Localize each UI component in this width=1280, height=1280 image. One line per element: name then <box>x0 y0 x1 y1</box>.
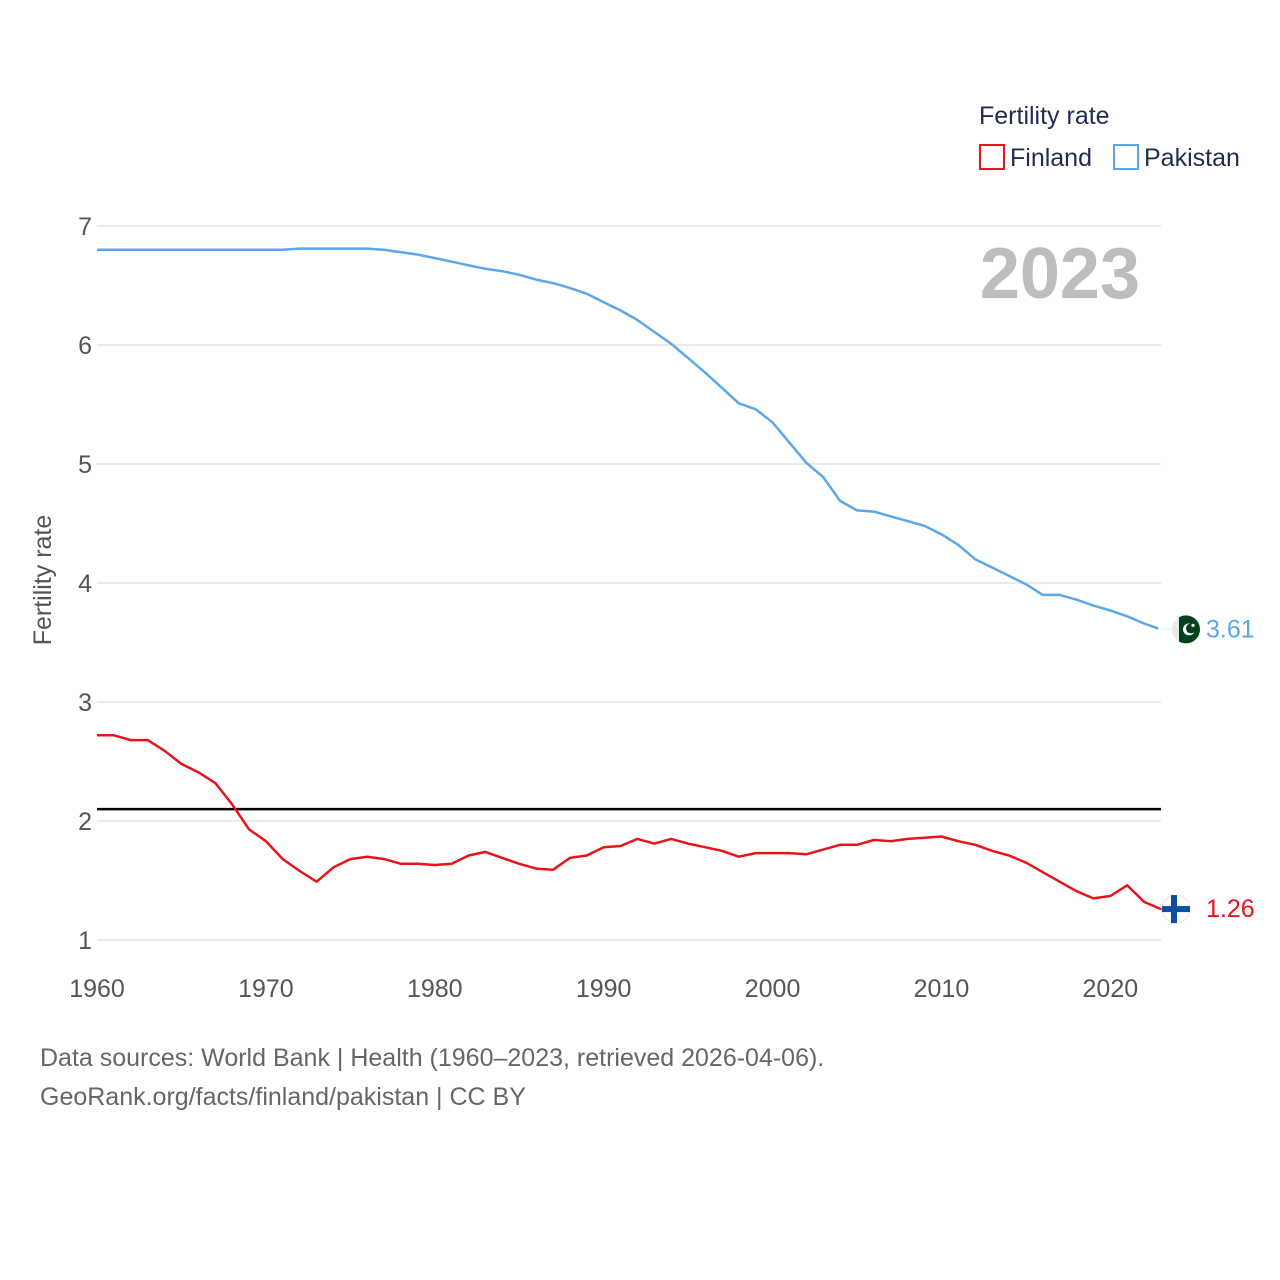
fertility-rate-chart: 1 2 3 4 5 6 7 1960 1970 1980 1990 2000 2010 2020 1.2… <box>29 102 1255 1003</box>
series-line-pakistan <box>97 247 1162 631</box>
x-tick-1980: 1980 <box>407 975 463 1003</box>
legend-swatch-finland <box>979 144 1005 170</box>
legend-swatch-pakistan <box>1113 144 1139 170</box>
y-tick-1: 1 <box>78 927 92 955</box>
finland-flag-vbar <box>1171 895 1177 924</box>
legend-item-pakistan[interactable]: Pakistan <box>1113 144 1240 172</box>
end-value-label-pakistan: 3.61 <box>1206 615 1255 643</box>
end-markers: 1.26 3.61 <box>1158 615 1255 924</box>
y-tick-7: 7 <box>78 213 92 241</box>
pakistan-flag-icon <box>1158 615 1200 644</box>
pakistan-flag-star <box>1191 623 1195 628</box>
series-lines <box>97 247 1162 911</box>
current-year-label: 2023 <box>980 234 1140 314</box>
pakistan-flag-stripe <box>1158 615 1179 644</box>
end-value-label-finland: 1.26 <box>1206 895 1255 923</box>
x-tick-1990: 1990 <box>576 975 632 1003</box>
x-tick-2000: 2000 <box>745 975 801 1003</box>
legend-item-finland[interactable]: Finland <box>979 144 1092 172</box>
legend: Fertility rate Finland Pakistan <box>979 102 1240 172</box>
legend-label-pakistan: Pakistan <box>1144 144 1240 172</box>
x-tick-1970: 1970 <box>238 975 294 1003</box>
y-tick-5: 5 <box>78 451 92 479</box>
x-tick-1960: 1960 <box>69 975 125 1003</box>
y-tick-6: 6 <box>78 332 92 360</box>
series-line-finland <box>97 734 1162 911</box>
legend-title: Fertility rate <box>979 102 1110 130</box>
y-tick-2: 2 <box>78 808 92 836</box>
x-axis-ticks: 1960 1970 1980 1990 2000 2010 2020 <box>69 975 1138 1003</box>
source-line-2[interactable]: GeoRank.org/facts/finland/pakistan | CC … <box>40 1083 526 1111</box>
y-axis-ticks: 1 2 3 4 5 6 7 <box>78 213 92 955</box>
y-tick-3: 3 <box>78 689 92 717</box>
finland-flag-icon <box>1161 894 1191 924</box>
y-axis-label: Fertility rate <box>29 515 57 646</box>
source-line-1: Data sources: World Bank | Health (1960–… <box>40 1044 825 1072</box>
legend-label-finland: Finland <box>1010 144 1092 172</box>
x-tick-2020: 2020 <box>1083 975 1139 1003</box>
y-tick-4: 4 <box>78 570 92 598</box>
x-tick-2010: 2010 <box>914 975 970 1003</box>
gridlines <box>97 225 1161 941</box>
